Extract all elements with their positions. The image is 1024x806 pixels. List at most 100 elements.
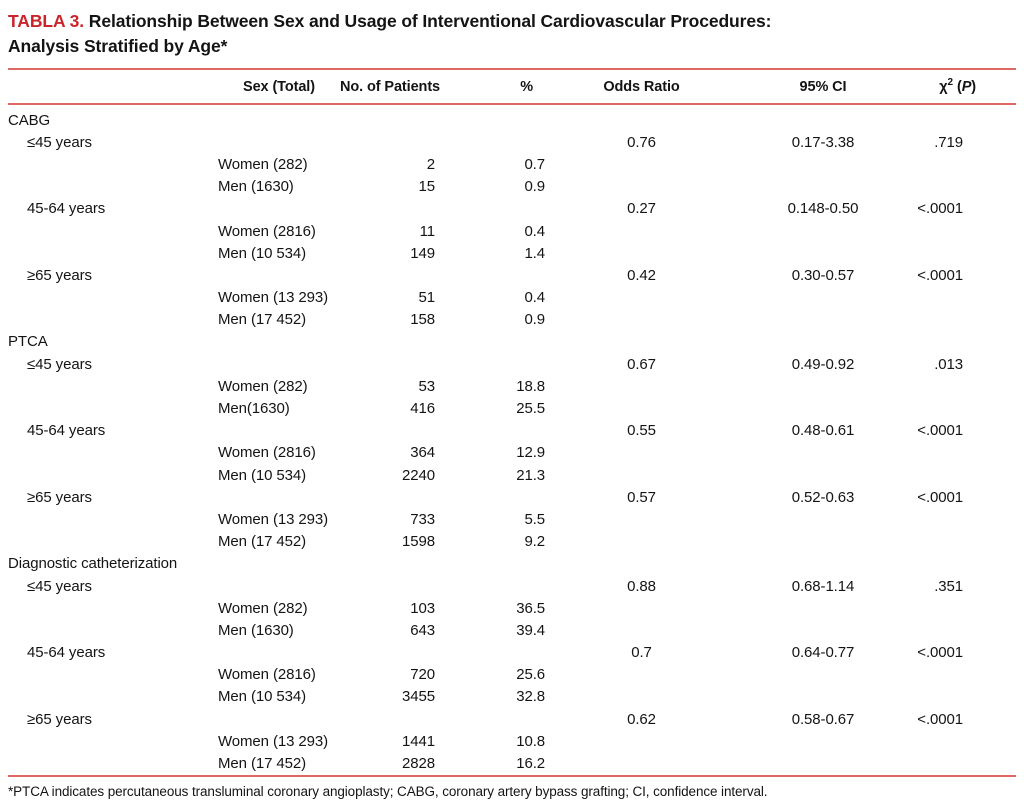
odds-ratio-value: 0.27 [627, 200, 656, 218]
empty-cell [908, 730, 1016, 752]
empty-cell [908, 752, 1016, 775]
empty-cell [435, 131, 545, 153]
empty-cell [8, 508, 218, 530]
empty-cell [738, 464, 908, 486]
empty-cell [218, 420, 340, 442]
sex-data-row: Women (13 293) 733 5.5 [8, 508, 1016, 530]
ci-value: 0.64-0.77 [791, 644, 855, 662]
odds-ratio-value: 0.7 [631, 644, 652, 662]
sex-data-row: Women (282) 2 0.7 [8, 153, 1016, 175]
age-group-label: ≤45 years [27, 577, 92, 595]
empty-cell [8, 597, 218, 619]
column-header-odds-ratio: Odds Ratio [545, 69, 738, 105]
p-label: P [961, 78, 972, 95]
empty-cell [738, 309, 908, 331]
empty-cell [340, 420, 435, 442]
age-group-label: ≥65 years [27, 266, 92, 284]
empty-cell [8, 397, 218, 419]
header-spacer-cell [8, 69, 218, 105]
empty-cell [908, 597, 1016, 619]
sex-total-value: Women (282) [218, 155, 308, 173]
empty-cell [545, 309, 738, 331]
sex-total-value: Men (10 534) [218, 688, 307, 706]
percent-value: 36.5 [516, 599, 545, 617]
empty-cell [738, 242, 908, 264]
sex-total-value: Women (2816) [218, 444, 316, 462]
empty-cell [435, 486, 545, 508]
column-header-chi-squared-p: χ2 (P) [908, 69, 1016, 105]
p-value: <.0001 [917, 644, 963, 662]
odds-ratio-value: 0.57 [627, 488, 656, 506]
patients-value: 643 [410, 621, 435, 639]
age-group-label: 45-64 years [27, 200, 106, 218]
patients-value: 364 [410, 444, 435, 462]
empty-cell [435, 642, 545, 664]
empty-cell [435, 708, 545, 730]
sex-data-row: Men (10 534) 149 1.4 [8, 242, 1016, 264]
empty-cell [340, 131, 435, 153]
table-title-line1: Relationship Between Sex and Usage of In… [88, 11, 772, 31]
column-header-percent: % [435, 69, 545, 105]
patients-value: 720 [410, 666, 435, 684]
sex-data-row: Men (17 452) 158 0.9 [8, 309, 1016, 331]
sex-total-value: Women (2816) [218, 666, 316, 684]
empty-cell [8, 242, 218, 264]
percent-value: 0.7 [524, 155, 545, 173]
empty-cell [908, 686, 1016, 708]
empty-cell [8, 531, 218, 553]
age-group-row: ≤45 years 0.67 0.49-0.92 .013 [8, 353, 1016, 375]
empty-cell [738, 730, 908, 752]
empty-cell [738, 686, 908, 708]
empty-cell [545, 176, 738, 198]
column-header-95-ci: 95% CI [738, 69, 908, 105]
empty-cell [340, 642, 435, 664]
ci-value: 0.68-1.14 [791, 577, 855, 595]
empty-cell [435, 264, 545, 286]
age-group-label: 45-64 years [27, 644, 106, 662]
sex-total-value: Women (13 293) [218, 732, 329, 750]
chi-exponent: 2 [947, 76, 954, 88]
empty-cell [738, 531, 908, 553]
age-group-row: ≥65 years 0.57 0.52-0.63 <.0001 [8, 486, 1016, 508]
empty-cell [8, 730, 218, 752]
patients-value: 2828 [402, 755, 435, 773]
patients-value: 158 [410, 311, 435, 329]
empty-cell [218, 264, 340, 286]
empty-cell [545, 242, 738, 264]
sex-total-value: Men (1630) [218, 621, 294, 639]
empty-cell [435, 198, 545, 220]
table-title-line2: Analysis Stratified by Age* [8, 36, 228, 56]
patients-value: 15 [418, 178, 436, 196]
sex-total-value: Women (282) [218, 599, 308, 617]
empty-cell [218, 575, 340, 597]
empty-cell [908, 442, 1016, 464]
sex-data-row: Men (10 534) 2240 21.3 [8, 464, 1016, 486]
empty-cell [8, 442, 218, 464]
empty-cell [738, 664, 908, 686]
age-group-row: 45-64 years 0.7 0.64-0.77 <.0001 [8, 642, 1016, 664]
sex-total-value: Women (282) [218, 377, 308, 395]
empty-cell [738, 508, 908, 530]
empty-cell [545, 730, 738, 752]
empty-cell [908, 508, 1016, 530]
empty-cell [8, 309, 218, 331]
age-group-label: ≥65 years [27, 488, 92, 506]
empty-cell [908, 242, 1016, 264]
ci-value: 0.30-0.57 [791, 266, 855, 284]
age-group-label: 45-64 years [27, 422, 106, 440]
percent-value: 25.5 [516, 400, 545, 418]
percent-value: 0.4 [524, 289, 545, 307]
empty-cell [545, 508, 738, 530]
empty-cell [8, 752, 218, 775]
empty-cell [908, 220, 1016, 242]
sex-data-row: Women (282) 53 18.8 [8, 375, 1016, 397]
footnote: *PTCA indicates percutaneous translumina… [8, 783, 768, 799]
empty-cell [218, 353, 340, 375]
ci-value: 0.48-0.61 [791, 422, 855, 440]
sex-total-value: Women (2816) [218, 222, 316, 240]
ci-value: 0.49-0.92 [791, 355, 855, 373]
empty-cell [8, 464, 218, 486]
odds-ratio-value: 0.62 [627, 710, 656, 728]
empty-cell [8, 375, 218, 397]
